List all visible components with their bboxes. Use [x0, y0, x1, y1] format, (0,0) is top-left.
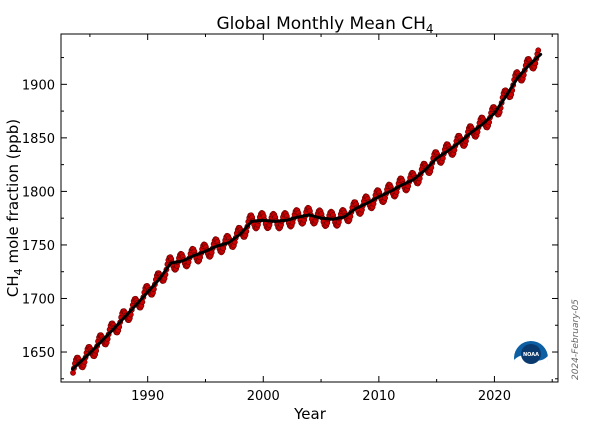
chart-title: Global Monthly Mean CH4: [216, 14, 433, 36]
y-axis-label: CH4 mole fraction (ppb): [4, 119, 25, 297]
y-tick-label: 1700: [22, 292, 55, 307]
x-tick-label: 2010: [362, 389, 395, 404]
noaa-logo-inner: [521, 344, 541, 364]
x-tick-label: 2000: [247, 389, 280, 404]
axis-ticks: [61, 34, 558, 382]
y-axis-label-pre: CH: [4, 275, 22, 297]
y-tick-label: 1850: [22, 132, 55, 147]
x-tick-label: 1990: [131, 389, 164, 404]
x-tick-label: 2020: [478, 389, 511, 404]
y-tick-label: 1800: [22, 185, 55, 200]
noaa-logo-wave: [514, 355, 549, 377]
monthly-point: [70, 369, 76, 376]
noaa-logo: NOAA: [514, 341, 549, 377]
plot-area: [60, 33, 559, 383]
noaa-logo-text: NOAA: [523, 352, 539, 358]
y-tick-label: 1650: [22, 346, 55, 361]
y-tick-label: 1900: [22, 78, 55, 93]
y-axis-label-post: mole fraction (ppb): [4, 119, 22, 268]
monthly-point: [535, 47, 542, 54]
axis-tick-labels: 1990 2000 2010 2020 1650 1700 1750 1800 1850 1900: [22, 78, 511, 404]
chart-title-subscript: 4: [426, 22, 434, 36]
y-tick-label: 1750: [22, 239, 55, 254]
y-axis-label-subscript: 4: [12, 268, 25, 275]
x-axis-label: Year: [293, 405, 327, 423]
trend-line: [71, 52, 543, 371]
date-stamp: 2024-February-05: [571, 299, 581, 380]
monthly-mean-points: [70, 47, 542, 376]
chart-title-main: Global Monthly Mean CH: [216, 14, 425, 34]
